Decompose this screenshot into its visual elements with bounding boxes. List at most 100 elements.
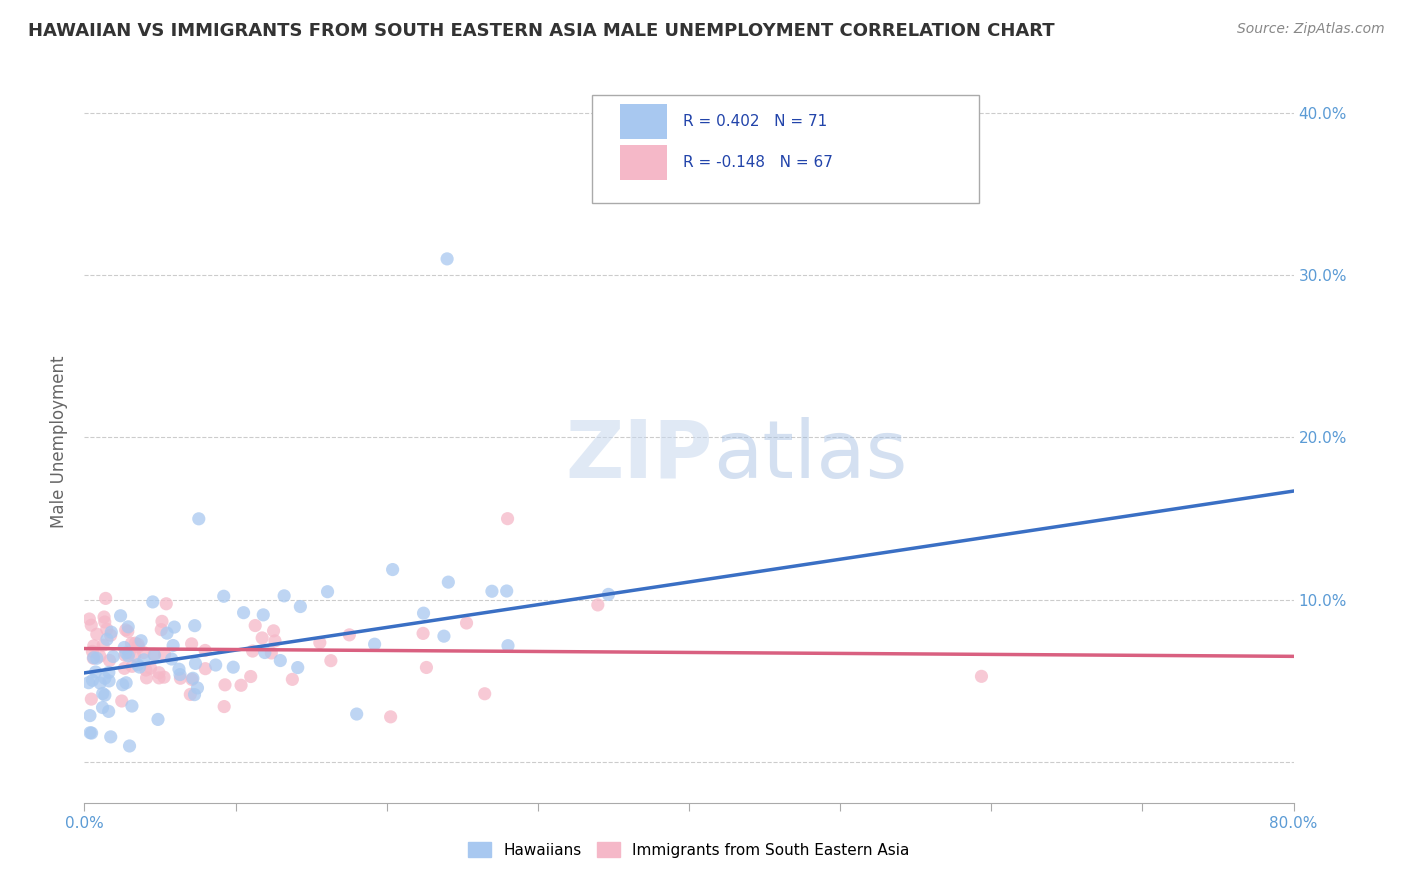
Point	[79, 708, 101, 723]
Point	[242, 644, 264, 658]
Point	[89, 649, 111, 664]
Point	[214, 678, 236, 692]
Point	[709, 178, 731, 193]
Point	[98, 653, 121, 667]
Point	[143, 648, 166, 663]
Point	[127, 657, 149, 672]
Point	[232, 606, 254, 620]
Point	[83, 650, 105, 665]
Legend: Hawaiians, Immigrants from South Eastern Asia: Hawaiians, Immigrants from South Eastern…	[463, 836, 915, 863]
Point	[91, 700, 114, 714]
Text: R = 0.402   N = 71: R = 0.402 N = 71	[683, 114, 827, 128]
Text: atlas: atlas	[713, 417, 907, 495]
Point	[80, 692, 103, 706]
Point	[970, 669, 993, 683]
Point	[139, 661, 162, 675]
Point	[96, 622, 118, 636]
Point	[124, 636, 146, 650]
Point	[132, 646, 155, 660]
Point	[150, 623, 173, 637]
Point	[80, 618, 103, 632]
Y-axis label: Male Unemployment: Male Unemployment	[51, 355, 69, 528]
Point	[598, 587, 620, 601]
Point	[163, 620, 186, 634]
Point	[153, 648, 176, 662]
Point	[415, 660, 437, 674]
Text: R = -0.148   N = 67: R = -0.148 N = 67	[683, 155, 832, 170]
Point	[180, 637, 202, 651]
Point	[184, 657, 207, 671]
Point	[83, 639, 105, 653]
Point	[290, 599, 312, 614]
Point	[97, 705, 120, 719]
Point	[260, 646, 283, 660]
Point	[82, 651, 104, 665]
Point	[100, 730, 122, 744]
Point	[481, 584, 503, 599]
Point	[181, 671, 204, 685]
Point	[117, 620, 139, 634]
Point	[103, 649, 125, 664]
Point	[148, 665, 170, 680]
Point	[316, 584, 339, 599]
Point	[94, 671, 117, 685]
Text: HAWAIIAN VS IMMIGRANTS FROM SOUTH EASTERN ASIA MALE UNEMPLOYMENT CORRELATION CHA: HAWAIIAN VS IMMIGRANTS FROM SOUTH EASTER…	[28, 22, 1054, 40]
Point	[194, 662, 217, 676]
Point	[183, 688, 205, 702]
Point	[287, 660, 309, 674]
Point	[86, 627, 108, 641]
Point	[79, 612, 101, 626]
Point	[495, 584, 517, 599]
Point	[142, 595, 165, 609]
Point	[337, 628, 360, 642]
Point	[146, 713, 169, 727]
Point	[281, 673, 304, 687]
Point	[128, 660, 150, 674]
Point	[381, 563, 404, 577]
Point	[112, 640, 135, 655]
Point	[212, 589, 235, 603]
Point	[264, 633, 287, 648]
Point	[114, 623, 136, 637]
Point	[156, 626, 179, 640]
Point	[437, 575, 460, 590]
Point	[308, 635, 330, 649]
Point	[194, 643, 217, 657]
Point	[245, 618, 267, 632]
Point	[184, 618, 207, 632]
Point	[474, 687, 496, 701]
Point	[160, 652, 183, 666]
Point	[94, 615, 117, 629]
Point	[167, 662, 190, 676]
Point	[412, 626, 434, 640]
Point	[250, 631, 273, 645]
Point	[456, 615, 478, 630]
Point	[112, 661, 135, 675]
Point	[273, 589, 295, 603]
Point	[121, 699, 143, 714]
Point	[181, 673, 204, 687]
Point	[153, 670, 176, 684]
Point	[363, 637, 385, 651]
Point	[179, 688, 201, 702]
Point	[148, 671, 170, 685]
Point	[111, 678, 134, 692]
Point	[222, 660, 245, 674]
Point	[121, 659, 143, 673]
Point	[100, 625, 122, 640]
Point	[117, 624, 139, 639]
Point	[80, 726, 103, 740]
Point	[118, 646, 141, 660]
Point	[586, 598, 609, 612]
Point	[150, 615, 173, 629]
Point	[212, 699, 235, 714]
Point	[436, 252, 458, 266]
Point	[346, 706, 368, 721]
FancyBboxPatch shape	[592, 95, 979, 203]
Point	[115, 675, 138, 690]
Point	[77, 675, 100, 690]
FancyBboxPatch shape	[620, 145, 668, 180]
Point	[319, 654, 342, 668]
Point	[132, 653, 155, 667]
Point	[93, 610, 115, 624]
